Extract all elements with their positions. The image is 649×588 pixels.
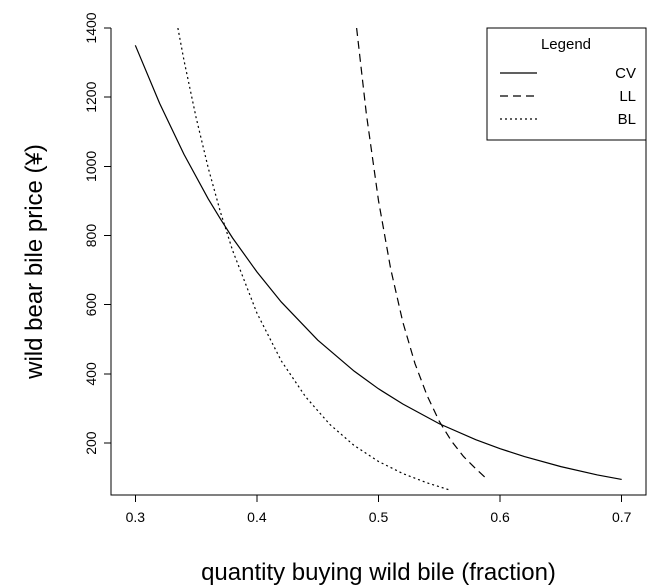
y-tick-label: 200 (83, 431, 99, 455)
x-tick-label: 0.7 (612, 509, 632, 525)
series-line-bl (177, 28, 450, 491)
y-axis: 200 400 600 800 1000 1200 1400 (83, 12, 111, 455)
legend-box (486, 27, 647, 141)
series-line-ll (356, 28, 486, 479)
x-tick-label: 0.6 (490, 509, 510, 525)
series-line-cv (134, 45, 622, 481)
x-tick-label: 0.5 (369, 509, 389, 525)
y-axis-title: wild bear bile price (¥) (21, 144, 48, 380)
series-layer (134, 28, 622, 491)
y-tick-label: 400 (83, 362, 99, 386)
y-tick-label: 800 (83, 224, 99, 248)
y-tick-label: 600 (83, 293, 99, 317)
y-tick-label: 1000 (83, 151, 99, 182)
legend-label-ll: LL (619, 88, 636, 105)
legend-title: Legend (541, 36, 591, 53)
legend-label-cv: CV (615, 65, 636, 82)
legend-label-bl: BL (618, 111, 636, 128)
legend: Legend CV LL BL (486, 27, 647, 141)
x-axis: 0.3 0.4 0.5 0.6 0.7 (126, 495, 632, 525)
x-axis-title: quantity buying wild bile (fraction) (201, 559, 556, 586)
y-tick-label: 1400 (83, 12, 99, 43)
y-tick-label: 1200 (83, 81, 99, 112)
x-tick-label: 0.3 (126, 509, 146, 525)
x-tick-label: 0.4 (247, 509, 267, 525)
